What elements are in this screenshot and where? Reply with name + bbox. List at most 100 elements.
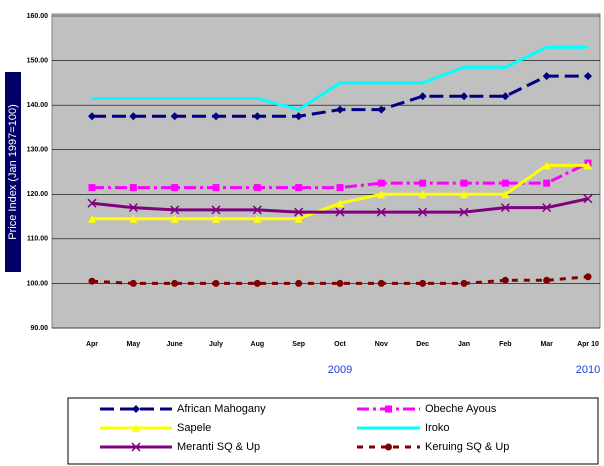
data-point — [212, 184, 220, 192]
y-tick-label: 160.00 — [27, 13, 49, 20]
data-point — [376, 207, 386, 217]
data-point — [294, 214, 303, 223]
data-point — [170, 214, 179, 223]
x-tick-label: Mar — [540, 341, 553, 348]
x-tick-label: Feb — [499, 341, 511, 348]
legend-label: Iroko — [425, 422, 449, 434]
data-point — [129, 184, 137, 192]
y-tick-label: 110.00 — [27, 236, 48, 243]
x-tick-label: May — [127, 341, 141, 348]
data-point — [253, 279, 261, 287]
legend — [67, 397, 599, 465]
data-point — [542, 161, 551, 170]
data-point — [129, 214, 138, 223]
data-point — [460, 190, 468, 199]
legend-marker — [385, 405, 392, 413]
data-point — [377, 279, 385, 287]
data-point — [543, 179, 551, 187]
data-point — [418, 207, 428, 217]
data-point — [294, 112, 303, 121]
data-point — [170, 112, 179, 121]
data-point — [295, 279, 303, 287]
legend-marker — [132, 405, 140, 413]
legend-label: Obeche Ayous — [425, 403, 497, 415]
y-tick-label: 120.00 — [27, 191, 49, 198]
data-point — [501, 190, 510, 199]
data-point — [336, 184, 344, 192]
data-point — [459, 207, 469, 217]
legend-marker — [132, 424, 140, 432]
data-point — [335, 207, 345, 217]
data-point — [419, 279, 427, 287]
data-point — [460, 92, 468, 101]
data-point — [501, 92, 510, 101]
x-tick-label: Jan — [458, 341, 470, 348]
data-point — [212, 279, 220, 287]
y-tick-label: 140.00 — [27, 102, 49, 109]
x-tick-label: Oct — [334, 341, 346, 348]
data-point — [336, 279, 344, 287]
data-point — [295, 184, 303, 192]
data-point — [88, 277, 96, 285]
data-point — [584, 72, 592, 81]
x-tick-label: Aug — [251, 341, 265, 348]
data-point — [584, 273, 592, 281]
data-point — [460, 279, 468, 287]
data-point — [336, 199, 344, 208]
data-point — [542, 203, 552, 213]
year-label: 2009 — [328, 364, 352, 376]
legend-marker — [385, 443, 392, 451]
x-tick-label: Apr — [86, 341, 98, 348]
legend-label: Meranti SQ & Up — [177, 441, 260, 453]
data-point — [543, 276, 551, 284]
data-point — [501, 179, 509, 187]
data-point — [336, 105, 344, 114]
data-point — [88, 112, 96, 121]
y-label-box — [5, 72, 21, 272]
year-label: 2010 — [576, 364, 600, 376]
data-point — [501, 276, 509, 284]
data-point — [87, 198, 97, 208]
data-point — [253, 112, 262, 121]
data-point — [583, 194, 593, 204]
x-tick-label: June — [166, 341, 182, 348]
data-point — [253, 184, 261, 192]
data-point — [584, 161, 592, 170]
data-point — [419, 179, 427, 187]
data-point — [418, 92, 427, 101]
y-tick-label: 90.00 — [30, 325, 48, 332]
y-axis-label: Price Index (Jan 1997=100) — [7, 104, 19, 239]
data-point — [171, 184, 179, 192]
data-point — [460, 179, 468, 187]
data-point — [377, 179, 385, 187]
legend-marker — [131, 442, 141, 452]
x-tick-label: Dec — [416, 341, 429, 348]
data-point — [294, 207, 304, 217]
legend-label: Keruing SQ & Up — [425, 441, 509, 453]
data-point — [171, 279, 179, 287]
data-point — [212, 112, 220, 121]
y-tick-label: 150.00 — [27, 57, 49, 64]
data-point — [129, 112, 138, 121]
y-tick-label: 130.00 — [27, 147, 49, 154]
data-point — [211, 205, 221, 215]
data-point — [252, 205, 262, 215]
data-point — [542, 72, 551, 81]
data-point — [253, 214, 262, 223]
x-tick-label: Apr 10 — [577, 341, 599, 348]
data-point — [129, 279, 137, 287]
data-point — [128, 203, 138, 213]
x-tick-label: Nov — [375, 341, 388, 348]
data-point — [500, 203, 510, 213]
legend-label: African Mahogany — [177, 403, 266, 415]
data-point — [418, 190, 427, 199]
legend-label: Sapele — [177, 422, 211, 434]
data-point — [377, 105, 386, 114]
x-tick-label: Sep — [292, 341, 305, 348]
x-tick-label: July — [209, 341, 223, 348]
data-point — [212, 214, 220, 223]
y-tick-label: 100.00 — [27, 280, 49, 287]
data-point — [170, 205, 180, 215]
data-point — [377, 190, 386, 199]
